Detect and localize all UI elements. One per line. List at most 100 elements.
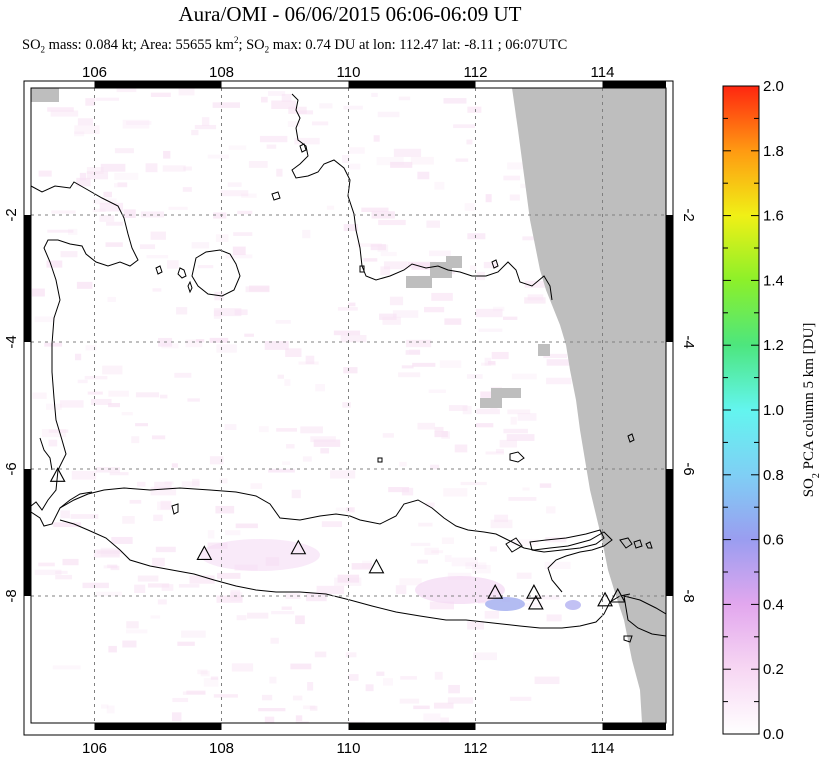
so2-pixel — [475, 308, 503, 318]
so2-pixel — [510, 416, 517, 425]
so2-pixel — [168, 206, 188, 210]
so2-pixel — [106, 705, 115, 714]
so2-pixel — [546, 614, 562, 622]
so2-pixel — [467, 233, 486, 240]
so2-pixel — [276, 168, 283, 177]
no-data-patch — [31, 88, 59, 102]
so2-pixel — [122, 516, 135, 524]
so2-pixel — [268, 91, 286, 96]
so2-pixel — [135, 392, 160, 398]
colorbar-label: 1.6 — [763, 208, 784, 225]
colorbar-ticks — [723, 85, 759, 735]
so2-pixel — [228, 145, 247, 150]
so2-pixel — [472, 564, 491, 574]
frame-bar — [348, 723, 476, 730]
so2-pixel — [201, 117, 210, 126]
so2-pixel — [310, 436, 336, 443]
so2-pixel — [508, 497, 537, 501]
so2-pixel — [209, 337, 229, 343]
so2-pixel — [495, 448, 504, 453]
y-tick-label: -6 — [3, 462, 20, 475]
colorbar-label: 0.0 — [763, 726, 784, 743]
so2-pixel — [34, 569, 62, 576]
so2-pixel — [522, 487, 530, 491]
so2-pixel — [114, 172, 139, 180]
so2-pixel — [399, 461, 407, 467]
volcano-marker — [525, 584, 542, 599]
so2-pixel — [534, 676, 560, 685]
so2-pixel — [231, 663, 254, 672]
so2-pixel — [106, 221, 123, 226]
so2-pixel — [507, 409, 531, 415]
coastline-nusa — [623, 635, 633, 643]
so2-pixel — [194, 124, 217, 130]
so2-pixel — [484, 610, 500, 619]
so2-pixel — [271, 100, 297, 109]
so2-pixel — [315, 384, 325, 392]
so2-pixel — [209, 456, 224, 465]
so2-pixel — [431, 292, 453, 301]
colorbar-label: 0.2 — [763, 661, 784, 678]
so2-pixel — [77, 118, 93, 126]
so2-pixel — [62, 558, 79, 566]
so2-pixel — [434, 671, 443, 680]
frame-bar — [602, 723, 666, 730]
so2-pixel — [122, 640, 137, 648]
so2-pixel — [342, 155, 350, 163]
so2-pixel — [152, 288, 162, 292]
so2-pixel — [507, 162, 529, 170]
so2-pixel — [390, 161, 413, 168]
so2-pixel — [543, 353, 568, 359]
volcano-marker — [368, 558, 385, 574]
volcano-marker — [290, 539, 307, 555]
so2-pixel — [41, 429, 67, 438]
frame-bar — [94, 723, 222, 730]
so2-pixel — [187, 398, 200, 402]
so2-pixel — [425, 502, 435, 507]
so2-pixel — [181, 481, 200, 488]
coastline-small-island — [645, 541, 653, 549]
so2-pixel — [114, 183, 128, 188]
so2-pixel — [48, 429, 69, 433]
so2-pixel — [348, 302, 356, 307]
so2-pixel — [176, 307, 188, 315]
so2-pixel — [290, 663, 312, 670]
so2-pixel — [177, 641, 195, 646]
so2-pixel — [307, 682, 314, 691]
so2-pixel — [398, 96, 411, 101]
y-tick-labels-left: -2 -4 -6 -8 — [3, 208, 20, 602]
so2-pixel — [140, 211, 165, 218]
so2-pixel — [351, 563, 373, 570]
so2-pixel — [234, 309, 248, 316]
so2-pixel — [405, 350, 421, 355]
so2-pixel — [284, 379, 291, 386]
so2-pixel — [335, 507, 353, 512]
coastline-java-north — [59, 487, 613, 593]
so2-pixel — [302, 229, 311, 239]
so2-pixel — [181, 630, 206, 638]
so2-pixel — [370, 244, 386, 251]
so2-pixel — [191, 242, 210, 249]
so2-pixel — [47, 229, 74, 233]
so2-pixel — [429, 601, 454, 610]
so2-pixel — [448, 684, 460, 694]
so2-pixel — [503, 175, 521, 181]
so2-pixel — [451, 557, 478, 567]
volcano-marker — [609, 587, 626, 603]
frame-bar — [602, 81, 666, 88]
so2-pixel — [345, 652, 357, 658]
so2-pixel — [270, 637, 279, 644]
so2-pixel — [264, 716, 275, 723]
so2-pixel — [137, 575, 159, 582]
so2-pixel — [250, 483, 263, 489]
so2-pixel — [264, 340, 289, 350]
so2-pixel — [82, 582, 109, 589]
so2-pixel — [434, 181, 445, 190]
so2-pixel — [417, 171, 430, 180]
colorbar-label: 1.0 — [763, 402, 784, 419]
so2-pixel — [363, 258, 378, 262]
so2-pixel — [32, 392, 47, 399]
so2-pixel — [426, 220, 440, 228]
so2-pixel — [219, 478, 228, 484]
so2-pixel — [105, 242, 123, 247]
